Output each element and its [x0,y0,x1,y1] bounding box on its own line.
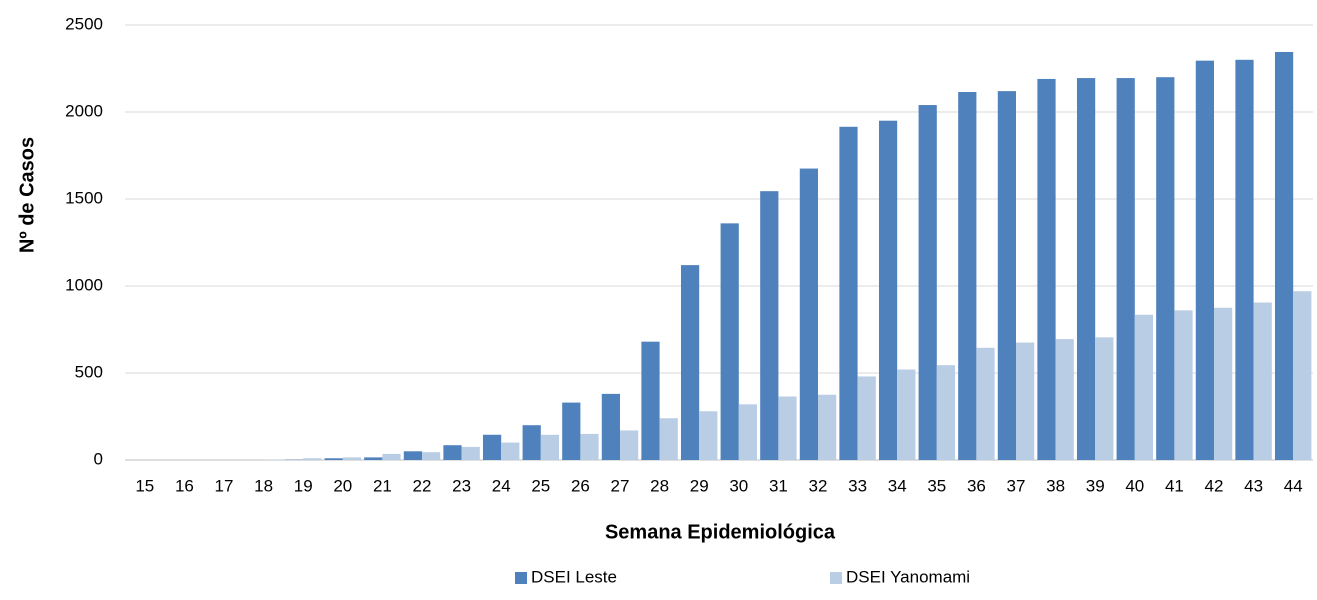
bar [1214,308,1232,460]
bar [699,411,717,460]
bar [382,454,400,460]
x-tick-label: 43 [1244,476,1263,495]
legend-swatch [830,572,842,584]
x-tick-label: 28 [650,476,669,495]
bar [483,435,501,460]
bar [620,430,638,460]
x-tick-label: 29 [690,476,709,495]
bar [839,127,857,460]
x-tick-label: 16 [175,476,194,495]
y-tick-label: 500 [75,362,103,381]
x-axis-title: Semana Epidemiológica [605,521,836,543]
bar [325,458,343,460]
x-tick-label: 20 [333,476,352,495]
y-tick-label: 2000 [65,101,103,120]
bar [580,434,598,460]
x-tick-label: 39 [1086,476,1105,495]
x-tick-label: 26 [571,476,590,495]
bar [660,418,678,460]
x-tick-label: 35 [927,476,946,495]
x-tick-label: 36 [967,476,986,495]
x-tick-label: 23 [452,476,471,495]
bar [364,457,382,460]
bar [541,435,559,460]
x-tick-label: 37 [1007,476,1026,495]
bar [976,348,994,460]
bar [501,443,519,460]
x-tick-label: 17 [215,476,234,495]
bar [879,121,897,460]
bar [1293,291,1311,460]
bar [998,91,1016,460]
bar [739,404,757,460]
bar [1174,310,1192,460]
bar [937,365,955,460]
bar [1056,339,1074,460]
bar [343,457,361,460]
bar [1077,78,1095,460]
x-tick-label: 40 [1125,476,1144,495]
bar [1117,78,1135,460]
y-tick-label: 2500 [65,14,103,33]
bar [562,403,580,460]
y-axis-title: Nº de Casos [16,137,38,253]
y-tick-label: 1000 [65,275,103,294]
bar [462,447,480,460]
bar [1037,79,1055,460]
bar [681,265,699,460]
bar [1095,337,1113,460]
x-tick-label: 33 [848,476,867,495]
bar [1196,61,1214,460]
bar [760,191,778,460]
x-tick-label: 24 [492,476,511,495]
x-tick-label: 38 [1046,476,1065,495]
bar [303,458,321,460]
x-tick-label: 44 [1284,476,1303,495]
x-tick-label: 31 [769,476,788,495]
bar [1235,60,1253,460]
x-tick-label: 42 [1205,476,1224,495]
bar [919,105,937,460]
bar [1016,343,1034,460]
bar [1254,303,1272,460]
bar [443,445,461,460]
x-tick-label: 19 [294,476,313,495]
x-tick-label: 15 [135,476,154,495]
x-tick-label: 21 [373,476,392,495]
bar [1135,315,1153,460]
x-tick-label: 22 [413,476,432,495]
y-tick-label: 0 [94,449,103,468]
bar [897,370,915,460]
bar [800,169,818,460]
bar [422,452,440,460]
bar [523,425,541,460]
legend-label: DSEI Yanomami [846,567,970,586]
legend-swatch [515,572,527,584]
bar [404,451,422,460]
bar [958,92,976,460]
legend-label: DSEI Leste [531,567,617,586]
x-tick-label: 32 [809,476,828,495]
x-tick-label: 27 [611,476,630,495]
bar [1156,77,1174,460]
x-tick-label: 41 [1165,476,1184,495]
bar [641,342,659,460]
x-tick-label: 18 [254,476,273,495]
bar [858,376,876,460]
bar [778,396,796,460]
x-tick-label: 25 [531,476,550,495]
x-tick-label: 30 [729,476,748,495]
bar [1275,52,1293,460]
x-tick-label: 34 [888,476,907,495]
bar [818,395,836,460]
bar [721,223,739,460]
bar [602,394,620,460]
y-tick-label: 1500 [65,188,103,207]
